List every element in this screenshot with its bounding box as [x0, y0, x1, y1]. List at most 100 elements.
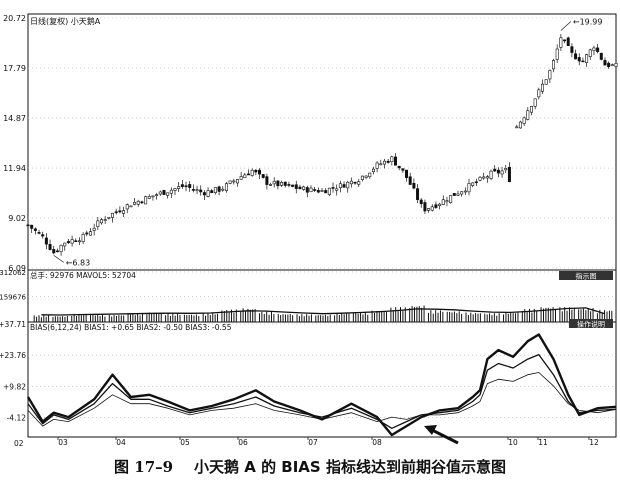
candle-body — [544, 79, 548, 85]
candle-body — [217, 186, 221, 192]
candle-body — [596, 47, 600, 52]
candle-body — [449, 195, 453, 204]
x-axis-label: 11 — [538, 438, 548, 447]
candle-body — [313, 189, 317, 191]
candle-body — [243, 174, 247, 179]
candle-body — [118, 210, 122, 213]
candle-body — [574, 53, 578, 60]
candle-body — [504, 168, 508, 171]
chart-frame — [27, 13, 617, 438]
candle-body — [283, 181, 287, 186]
price-tick-label: 6.09 — [8, 264, 26, 273]
candle-body — [405, 169, 409, 178]
candle-body — [213, 187, 217, 193]
bias-tick-label: +9.82 — [3, 382, 26, 391]
candle-body — [518, 121, 522, 129]
candle-body — [474, 181, 478, 184]
candle-body — [423, 202, 427, 212]
candle-body — [59, 245, 63, 253]
candle-body — [460, 191, 464, 195]
candle-body — [37, 232, 41, 234]
candle-body — [30, 224, 34, 229]
candle-body — [338, 183, 342, 189]
candle-body — [305, 187, 309, 193]
candle-body — [408, 176, 412, 185]
candle-body — [500, 170, 504, 175]
trough-arrow-head — [424, 425, 437, 435]
caption-spacer — [178, 458, 188, 476]
candle-body — [269, 184, 273, 186]
low-price-label: ←6.83 — [66, 258, 91, 267]
candle-body — [235, 179, 239, 184]
candle-body — [507, 166, 511, 183]
candle-body — [430, 206, 434, 211]
candle-body — [316, 190, 320, 193]
candle-body — [129, 205, 133, 208]
candle-body — [379, 163, 383, 166]
volume-indicator-button-label: 指示图 — [576, 272, 597, 281]
candle-body — [210, 190, 214, 194]
candle-body — [390, 156, 394, 162]
candle-body — [563, 39, 567, 42]
candle-body — [239, 176, 243, 180]
candle-body — [136, 200, 140, 205]
candle-body — [401, 168, 405, 171]
candle-body — [335, 188, 339, 191]
candle-body — [66, 241, 70, 244]
candle-body — [111, 213, 115, 218]
candle-body — [280, 182, 284, 186]
candle-body — [419, 199, 423, 205]
candle-body — [360, 175, 364, 181]
candle-body — [100, 219, 104, 224]
candle-body — [265, 176, 269, 185]
candle-body — [221, 188, 225, 191]
candle-body — [592, 47, 596, 51]
candle-body — [364, 175, 368, 178]
candle-body — [114, 211, 118, 214]
candle-body — [92, 227, 96, 231]
candle-body — [33, 228, 37, 231]
candle-body — [254, 169, 258, 173]
x-axis-label: 10 — [508, 438, 518, 447]
bias-tick-label: +37.71 — [0, 320, 26, 329]
candle-body — [452, 193, 456, 196]
trough-arrow-shaft — [431, 428, 459, 445]
candle-body — [199, 189, 203, 193]
candle-body — [74, 240, 78, 243]
candle-body — [552, 60, 556, 70]
x-axis-label: 05 — [180, 438, 190, 447]
candle-body — [276, 180, 280, 187]
candle-body — [228, 180, 232, 184]
candle-body — [287, 184, 291, 186]
candle-body — [467, 183, 471, 193]
candle-body — [393, 156, 397, 166]
candle-body — [55, 250, 59, 253]
volume-tick-label: 312062 — [0, 269, 26, 277]
bias2-line — [27, 353, 617, 429]
candle-body — [191, 189, 195, 191]
candle-body — [386, 160, 390, 163]
candle-body — [77, 240, 81, 243]
candle-body — [261, 174, 265, 178]
candle-body — [272, 180, 276, 185]
candle-body — [52, 249, 56, 254]
candle-body — [188, 184, 192, 188]
candle-body — [382, 160, 386, 165]
candle-body — [184, 185, 188, 188]
candle-body — [147, 196, 151, 199]
caption-text: 小天鹅 A 的 BIAS 指标线达到前期谷值示意图 — [194, 458, 506, 476]
candle-body — [548, 70, 552, 80]
candle-body — [70, 239, 74, 244]
candle-body — [416, 188, 420, 200]
candle-body — [324, 190, 328, 194]
candle-body — [577, 57, 581, 62]
candle-body — [397, 165, 401, 169]
candle-body — [158, 191, 162, 195]
price-tick-label: 17.79 — [3, 64, 26, 73]
candle-body — [375, 162, 379, 169]
price-tick-label: 20.72 — [3, 14, 26, 23]
candle-body — [570, 46, 574, 53]
candle-body — [247, 173, 251, 176]
